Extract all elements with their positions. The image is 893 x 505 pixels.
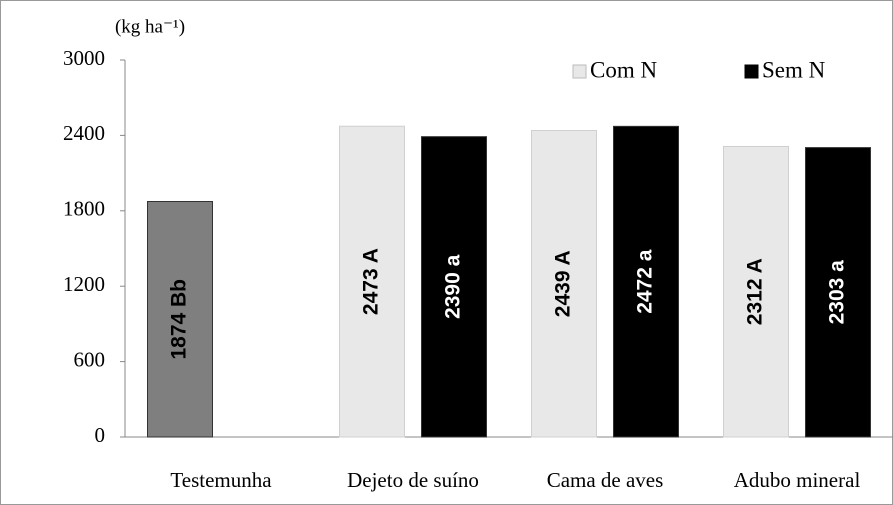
y-tick-label: 1200 <box>63 272 105 296</box>
value-label: 1874 Bb <box>168 279 191 360</box>
legend-label: Com N <box>590 57 657 82</box>
value-label: 2439 A <box>552 250 575 317</box>
value-label: 2312 A <box>744 258 767 325</box>
value-label: 2303 a <box>826 260 849 325</box>
legend-label: Sem N <box>762 57 826 82</box>
y-tick-label: 2400 <box>63 121 105 145</box>
value-label: 2390 a <box>442 254 465 319</box>
legend-swatch <box>572 64 587 79</box>
x-tick-label: Dejeto de suíno <box>347 468 479 492</box>
bar <box>613 125 679 438</box>
bar <box>805 147 871 438</box>
bar <box>147 201 213 438</box>
x-tick-label: Cama de aves <box>547 468 664 492</box>
value-label: 2472 a <box>634 249 657 314</box>
y-axis-label: (kg ha⁻¹) <box>115 16 185 37</box>
bar <box>339 125 405 438</box>
y-tick-label: 0 <box>95 423 106 447</box>
bar <box>531 129 597 438</box>
y-tick-label: 3000 <box>63 46 105 70</box>
legend-swatch <box>744 64 759 79</box>
value-label: 2473 A <box>360 248 383 315</box>
y-tick-label: 1800 <box>63 197 105 221</box>
y-tick-label: 600 <box>74 347 106 371</box>
x-tick-label: Testemunha <box>170 468 272 492</box>
x-tick-label: Adubo mineral <box>734 468 861 492</box>
bar <box>421 136 487 438</box>
bar <box>723 145 789 438</box>
